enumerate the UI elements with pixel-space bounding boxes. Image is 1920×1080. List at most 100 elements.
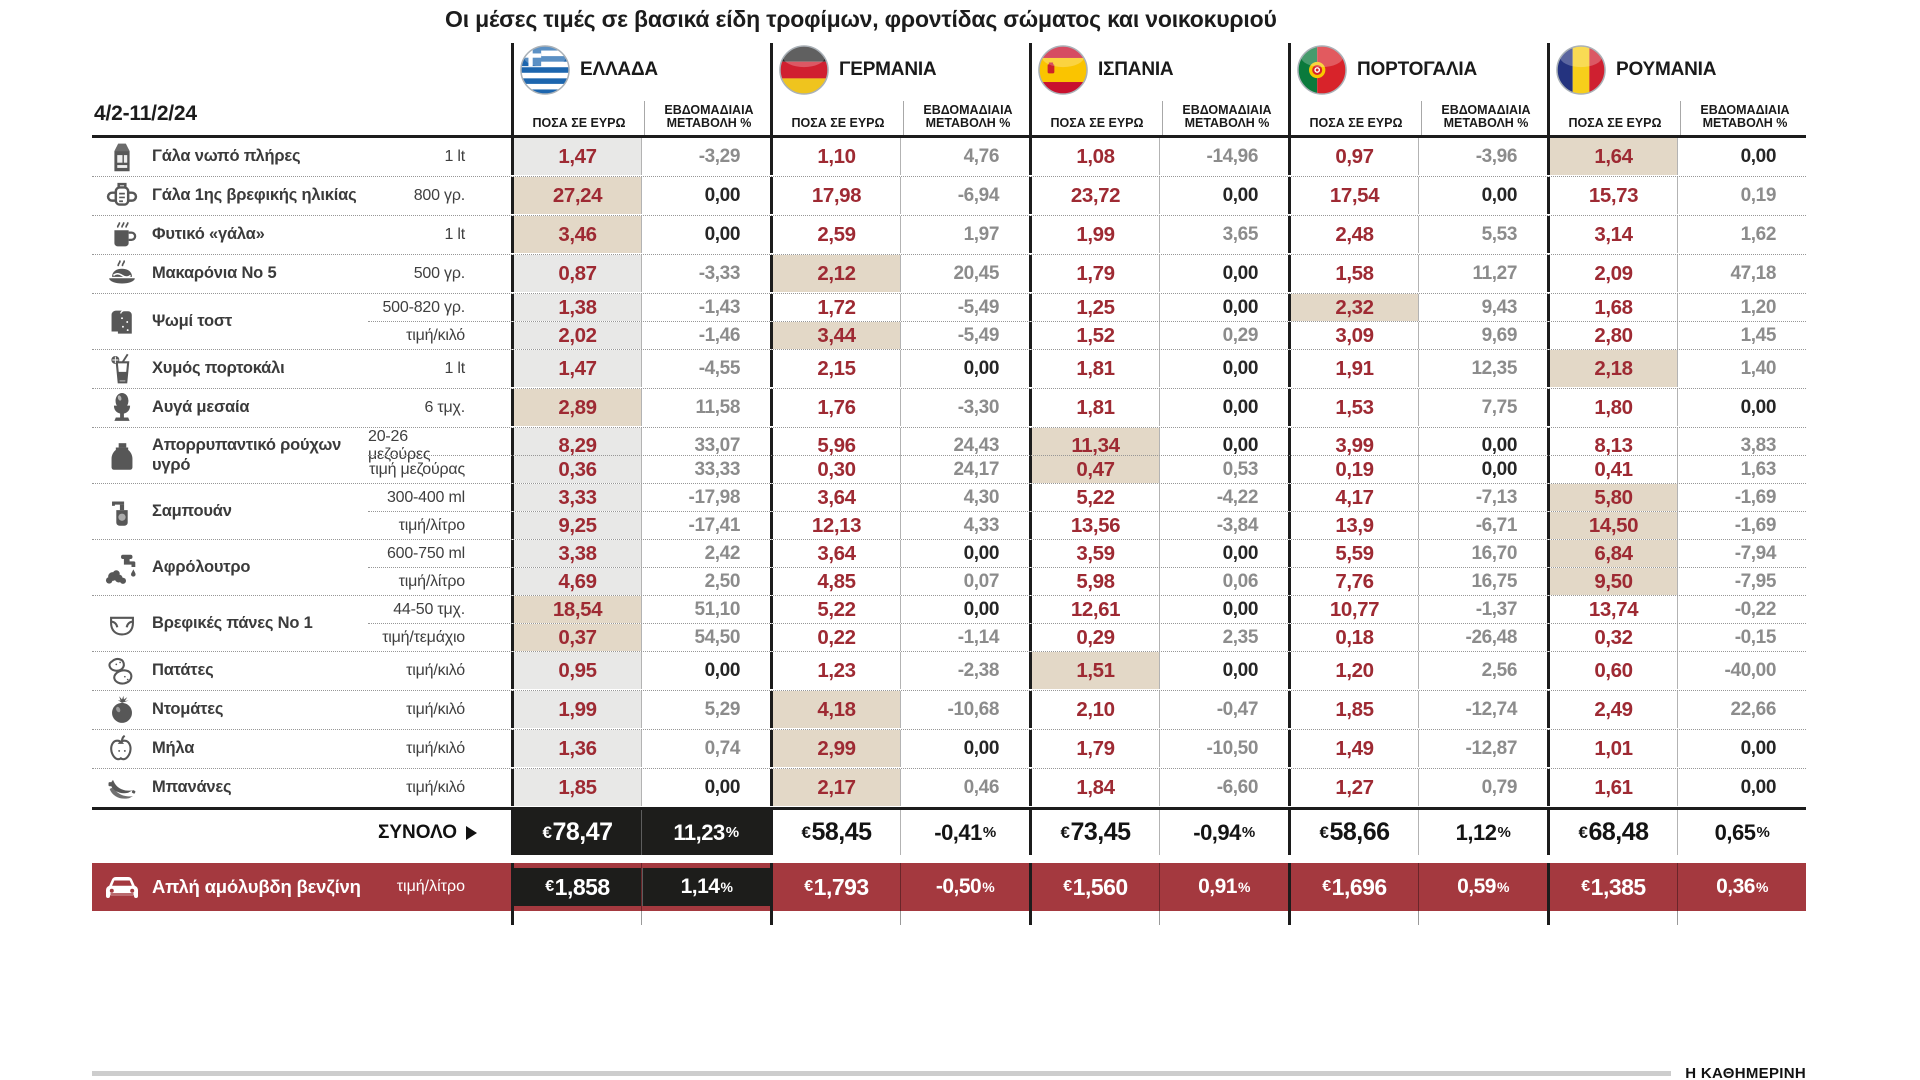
change-cell: 1,20 — [1677, 294, 1806, 321]
country-header-spain: ΙΣΠΑΝΙΑ ΠΟΣΑ ΣΕ ΕΥΡΩ ΕΒΔΟΜΑΔΙΑΙΑ ΜΕΤΑΒΟΛΗ % — [1029, 43, 1288, 135]
tomato-icon — [103, 691, 141, 729]
portugal-flag-icon — [1297, 45, 1347, 95]
price-cell: 3,14 — [1547, 216, 1677, 253]
period-label: 4/2-11/2/24 — [94, 102, 197, 125]
value-line: 44-50 τμχ. 18,54 51,10 5,22 0,00 12,61 0,00 10,… — [368, 596, 1806, 623]
price-cell: 0,32 — [1547, 624, 1677, 651]
price-cell: 2,17 — [770, 769, 900, 806]
change-cell: -10,68 — [900, 691, 1029, 728]
egg-icon — [103, 389, 141, 427]
change-cell: 2,56 — [1418, 652, 1547, 689]
price-cell: 4,69 — [511, 568, 641, 595]
price-cell: 8,13 — [1547, 428, 1677, 464]
change-cell: 0,46 — [900, 769, 1029, 806]
total-row: ΣΥΝΟΛΟ €78,47 11,23% €58,45 -0,41% €73,45 -0,9… — [92, 807, 1806, 855]
column-tick — [1288, 911, 1418, 925]
product-row: Γάλα 1ης βρεφικής ηλικίας 800 γρ. 27,24 0,0… — [92, 176, 1806, 215]
price-cell: 1,47 — [511, 350, 641, 387]
change-cell: 0,79 — [1418, 769, 1547, 806]
total-label-text: ΣΥΝΟΛΟ — [377, 821, 457, 843]
total-price-cell: €73,45 — [1029, 810, 1159, 855]
price-cell: 3,99 — [1288, 428, 1418, 464]
euro-symbol: € — [801, 822, 811, 842]
fuel-price-cell: €1,696 — [1288, 863, 1418, 911]
unit-label: 44-50 τμχ. — [393, 600, 465, 618]
change-cell: -3,33 — [641, 255, 770, 292]
change-cell: 0,06 — [1159, 568, 1288, 595]
product-icon-cell — [92, 138, 152, 176]
change-cell: -1,37 — [1418, 596, 1547, 623]
value-line: τιμή/κιλό 1,99 5,29 4,18 -10,68 2,10 -0,47 1,85… — [368, 691, 1806, 728]
diaper-icon — [103, 605, 141, 643]
unit-label: τιμή/τεμάχιο — [382, 628, 465, 646]
change-cell: -0,22 — [1677, 596, 1806, 623]
change-cell: -14,96 — [1159, 138, 1288, 175]
price-cell: 1,20 — [1288, 652, 1418, 689]
change-column-header: ΕΒΔΟΜΑΔΙΑΙΑ ΜΕΤΑΒΟΛΗ % — [903, 101, 1032, 135]
greece-flag-icon — [520, 45, 570, 95]
change-cell: 0,00 — [1159, 428, 1288, 464]
price-cell: 23,72 — [1029, 177, 1159, 214]
fuel-change-black-cell: 1,14% — [642, 868, 770, 906]
change-cell: 0,00 — [900, 350, 1029, 387]
price-cell: 6,84 — [1547, 540, 1677, 567]
change-cell: 9,43 — [1418, 294, 1547, 321]
product-icon-cell — [92, 769, 152, 807]
product-icon-cell — [92, 691, 152, 729]
price-table: 4/2-11/2/24 ΕΛΛΑΔΑ ΠΟΣΑ ΣΕ ΕΥΡΩ ΕΒΔΟΜΑΔΙΑΙ… — [92, 43, 1806, 925]
product-name: Φυτικό «γάλα» — [152, 225, 265, 244]
price-cell: 1,85 — [511, 769, 641, 806]
change-cell: 3,83 — [1677, 428, 1806, 464]
detergent-icon — [103, 437, 141, 475]
change-cell: 1,97 — [900, 216, 1029, 253]
product-icon-cell — [92, 730, 152, 768]
change-cell: 0,00 — [900, 730, 1029, 767]
value-line: τιμή/λίτρο 4,69 2,50 4,85 0,07 5,98 0,06 7,76 16… — [368, 567, 1806, 595]
country-name: ΕΛΛΑΔΑ — [580, 59, 658, 80]
value-line: 20-26 μεζούρες 8,29 33,07 5,96 24,43 11,34 0,0… — [368, 428, 1806, 464]
fuel-change-cell: -0,50% — [900, 863, 1029, 911]
change-cell: -2,38 — [900, 652, 1029, 689]
fuel-change-cell: 0,59% — [1418, 863, 1547, 911]
price-cell: 1,10 — [770, 138, 900, 175]
product-name: Απορρυπαντικό ρούχων υγρό — [152, 435, 342, 474]
price-cell: 2,10 — [1029, 691, 1159, 728]
country-flag-row: ΡΟΥΜΑΝΙΑ — [1550, 43, 1806, 95]
euro-symbol: € — [545, 878, 554, 895]
value-line: τιμή/λίτρο 9,25 -17,41 12,13 4,33 13,56 -3,84 1… — [368, 511, 1806, 539]
change-cell: 0,00 — [641, 177, 770, 214]
change-cell: -12,87 — [1418, 730, 1547, 767]
change-column-header: ΕΒΔΟΜΑΔΙΑΙΑ ΜΕΤΑΒΟΛΗ % — [1680, 101, 1809, 135]
product-icon-cell — [92, 255, 152, 293]
price-cell: 1,84 — [1029, 769, 1159, 806]
price-cell: 1,81 — [1029, 389, 1159, 426]
unit-label: τιμή/κιλό — [406, 661, 465, 679]
product-lines: 1 lt 1,47 -4,55 2,15 0,00 1,81 0,00 1,91 12,35 2,… — [368, 350, 1806, 388]
value-line: τιμή/κιλό 1,36 0,74 2,99 0,00 1,79 -10,50 1,49-… — [368, 730, 1806, 767]
percent-symbol: % — [982, 824, 996, 841]
price-cell: 1,81 — [1029, 350, 1159, 387]
fuel-price-cell: €1,793 — [770, 863, 900, 911]
product-name: Γάλα 1ης βρεφικής ηλικίας — [152, 186, 357, 205]
change-cell: 0,00 — [1159, 294, 1288, 321]
euro-symbol: € — [542, 822, 552, 842]
value-line: 6 τμχ. 2,89 11,58 1,76 -3,30 1,81 0,00 1,53 7,75… — [368, 389, 1806, 426]
price-cell: 1,52 — [1029, 322, 1159, 349]
change-cell: 0,00 — [900, 596, 1029, 623]
product-lines: τιμή/κιλό 1,99 5,29 4,18 -10,68 2,10 -0,47 1,85… — [368, 691, 1806, 729]
change-cell: 47,18 — [1677, 255, 1806, 292]
plant-milk-icon — [103, 216, 141, 254]
change-cell: 11,27 — [1418, 255, 1547, 292]
column-tick — [641, 911, 770, 925]
unit-label: τιμή/κιλό — [406, 700, 465, 718]
price-cell: 3,46 — [511, 216, 641, 253]
germany-flag-icon — [779, 45, 829, 95]
price-cell: 1,99 — [511, 691, 641, 728]
product-row: Ψωμί τοστ 500-820 γρ. 1,38 -1,43 1,72 -5,49 1,… — [92, 293, 1806, 349]
spain-flag-icon — [1038, 45, 1088, 95]
bath-foam-icon — [103, 549, 141, 587]
price-cell: 2,49 — [1547, 691, 1677, 728]
change-cell: 20,45 — [900, 255, 1029, 292]
change-cell: 22,66 — [1677, 691, 1806, 728]
